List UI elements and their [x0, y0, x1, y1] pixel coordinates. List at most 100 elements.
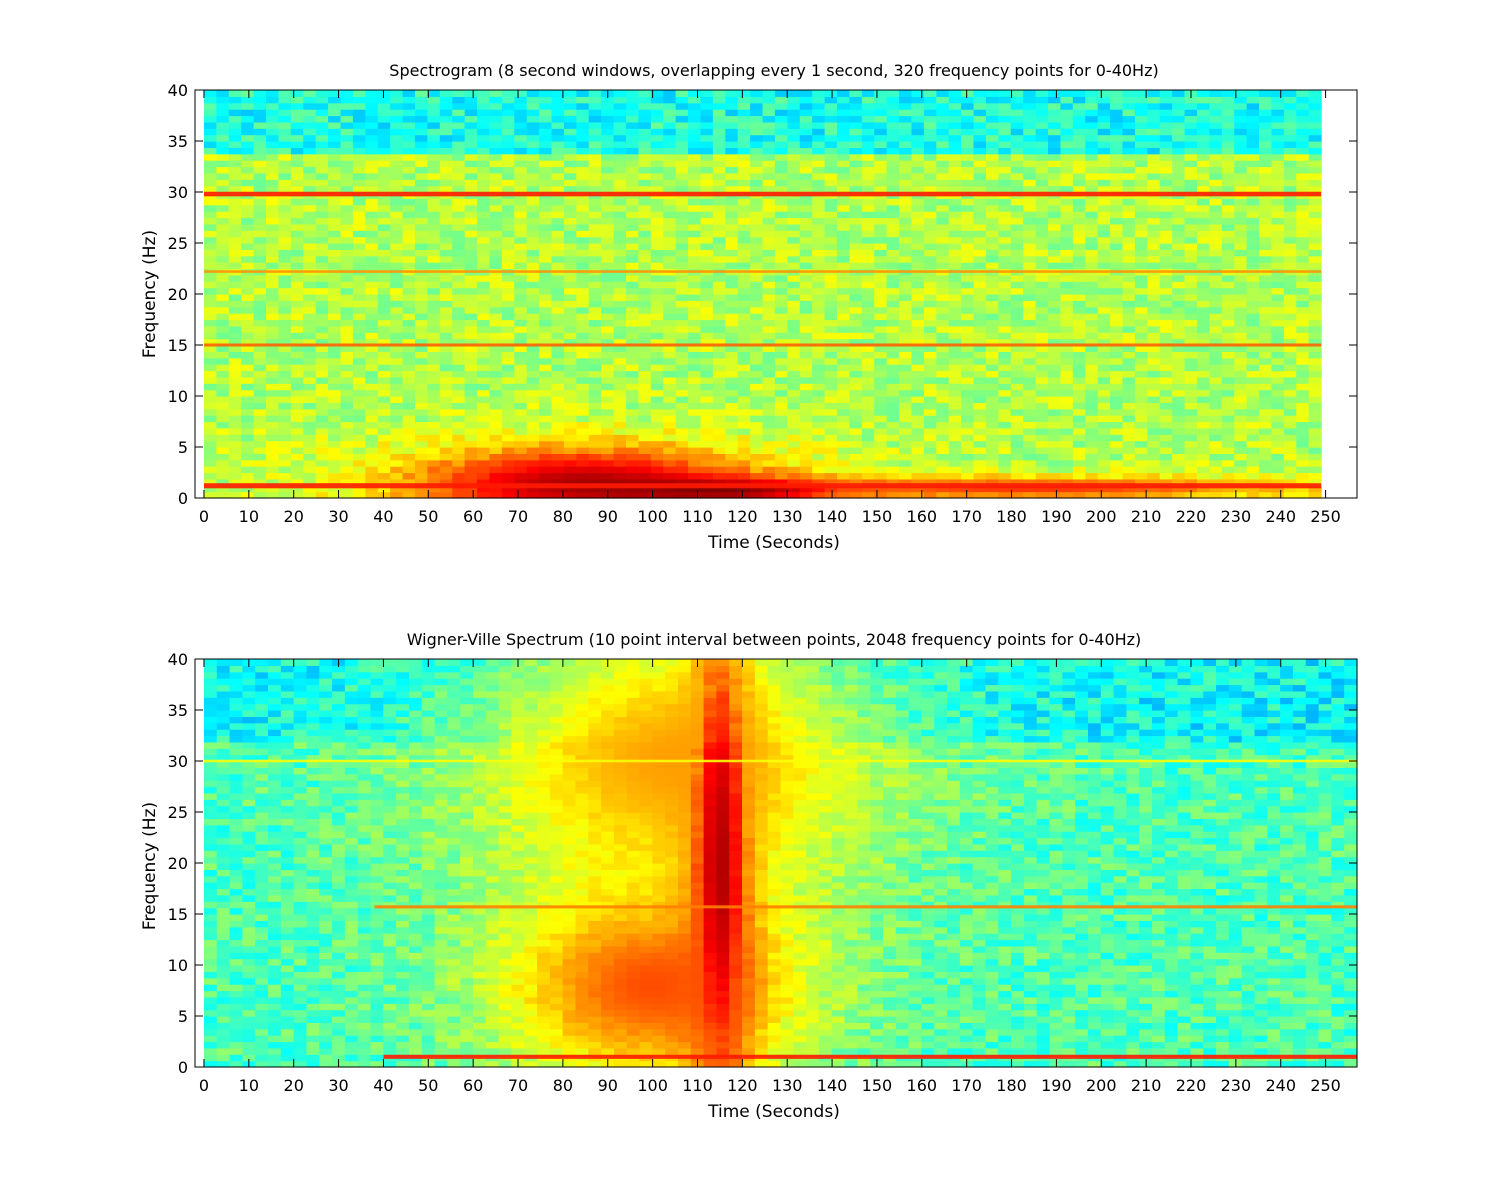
spectrogram-heatmap-cell — [650, 211, 664, 219]
spectrogram-heatmap-cell — [774, 96, 788, 104]
spectrogram-heatmap-cell — [588, 472, 602, 480]
spectrogram-heatmap-cell — [1048, 121, 1062, 129]
spectrogram-heatmap-cell — [899, 128, 913, 136]
spectrogram-heatmap-cell — [750, 243, 764, 250]
spectrogram-heatmap-cell — [812, 121, 826, 129]
spectrogram-heatmap-cell — [650, 262, 664, 270]
spectrogram-heatmap-cell — [973, 370, 987, 378]
spectrogram-heatmap-cell — [464, 294, 478, 301]
spectrogram-heatmap-cell — [1072, 115, 1086, 123]
spectrogram-heatmap-cell — [539, 223, 553, 231]
spectrogram-heatmap-cell — [563, 179, 577, 187]
spectrogram-heatmap-cell — [762, 281, 776, 289]
spectrogram-heatmap-cell — [328, 472, 342, 480]
spectrogram-heatmap-cell — [911, 153, 925, 161]
spectrogram-heatmap-cell — [936, 319, 950, 327]
spectrogram-heatmap-cell — [774, 153, 788, 161]
spectrogram-heatmap-cell — [1159, 281, 1173, 289]
spectrogram-heatmap-cell — [1035, 198, 1049, 206]
spectrogram-heatmap-cell — [1110, 109, 1124, 117]
spectrogram-heatmap-cell — [936, 109, 950, 117]
spectrogram-heatmap-cell — [1110, 128, 1124, 136]
spectrogram-heatmap-cell — [626, 485, 640, 493]
spectrogram-heatmap-cell — [514, 478, 528, 486]
spectrogram-heatmap-cell — [464, 160, 478, 168]
spectrogram-heatmap-cell — [998, 325, 1012, 333]
spectrogram-heatmap-cell — [750, 447, 764, 454]
spectrogram-heatmap-cell — [985, 402, 999, 410]
spectrogram-heatmap-cell — [936, 198, 950, 206]
spectrogram-heatmap-cell — [936, 396, 950, 403]
spectrogram-heatmap-cell — [514, 306, 528, 314]
spectrogram-heatmap-cell — [588, 427, 602, 435]
spectrogram-heatmap-cell — [1147, 204, 1161, 212]
spectrogram-heatmap-cell — [650, 306, 664, 314]
spectrogram-heatmap-cell — [1060, 185, 1074, 193]
spectrogram-heatmap-cell — [762, 472, 776, 480]
spectrogram-heatmap-cell — [638, 141, 652, 148]
spectrogram-heatmap-cell — [626, 96, 640, 104]
spectrogram-heatmap-cell — [750, 141, 764, 148]
spectrogram-heatmap-cell — [700, 357, 714, 365]
spectrogram-heatmap-cell — [427, 408, 441, 416]
spectrogram-heatmap-cell — [712, 376, 726, 384]
spectrogram-heatmap-cell — [1134, 274, 1148, 282]
spectrogram-heatmap-cell — [799, 325, 813, 333]
spectrogram-heatmap-cell — [626, 402, 640, 410]
spectrogram-heatmap-cell — [501, 453, 515, 461]
spectrogram-heatmap-cell — [365, 402, 379, 410]
spectrogram-heatmap-cell — [787, 262, 801, 270]
spectrogram-heatmap-cell — [700, 230, 714, 238]
spectrogram-heatmap-cell — [340, 440, 354, 448]
spectrogram-heatmap-cell — [1147, 440, 1161, 448]
spectrogram-heatmap-cell — [216, 249, 230, 257]
spectrogram-heatmap-cell — [278, 383, 292, 391]
spectrogram-heatmap-cell — [588, 376, 602, 384]
spectrogram-heatmap-cell — [1159, 134, 1173, 142]
spectrogram-heatmap-cell — [1048, 402, 1062, 410]
spectrogram-heatmap-cell — [377, 128, 391, 136]
spectrogram-heatmap-cell — [762, 408, 776, 416]
spectrogram-heatmap-cell — [477, 211, 491, 219]
spectrogram-heatmap-cell — [427, 211, 441, 219]
spectrogram-heatmap-cell — [278, 274, 292, 282]
spectrogram-heatmap-cell — [675, 478, 689, 486]
spectrogram-heatmap-cell — [1134, 383, 1148, 391]
spectrogram-heatmap-cell — [737, 364, 751, 372]
spectrogram-heatmap-cell — [948, 300, 962, 308]
spectrogram-heatmap-cell — [315, 128, 329, 136]
spectrogram-heatmap-cell — [638, 325, 652, 333]
spectrogram-heatmap-cell — [725, 287, 739, 295]
spectrogram-heatmap-cell — [427, 121, 441, 129]
spectrogram-heatmap-cell — [638, 415, 652, 423]
spectrogram-heatmap-cell — [1122, 427, 1136, 435]
spectrogram-heatmap-cell — [613, 128, 627, 136]
spectrogram-heatmap-cell — [948, 376, 962, 384]
spectrogram-heatmap-cell — [315, 198, 329, 206]
spectrogram-heatmap-cell — [452, 96, 466, 104]
spectrogram-heatmap-cell — [1035, 255, 1049, 263]
spectrogram-heatmap-cell — [266, 294, 280, 301]
spectrogram-heatmap-cell — [340, 153, 354, 161]
spectrogram-heatmap-cell — [315, 287, 329, 295]
spectrogram-heatmap-cell — [948, 370, 962, 378]
spectrogram-heatmap-cell — [663, 249, 677, 257]
spectrogram-heatmap-cell — [203, 179, 217, 187]
spectrogram-heatmap-cell — [650, 172, 664, 180]
spectrogram-heatmap-cell — [799, 198, 813, 206]
spectrogram-heatmap-cell — [526, 294, 540, 301]
spectrogram-heatmap-cell — [1048, 281, 1062, 289]
spectrogram-heatmap-cell — [241, 415, 255, 423]
spectrogram-heatmap-cell — [1147, 364, 1161, 372]
spectrogram-heatmap-cell — [961, 243, 975, 250]
spectrogram-heatmap-cell — [477, 415, 491, 423]
spectrogram-heatmap-cell — [675, 217, 689, 225]
spectrogram-heatmap-cell — [377, 185, 391, 193]
spectrogram-heatmap-cell — [849, 332, 863, 340]
spectrogram-heatmap-cell — [452, 351, 466, 359]
spectrogram-heatmap-cell — [911, 179, 925, 187]
spectrogram-heatmap-cell — [414, 453, 428, 461]
spectrogram-heatmap-cell — [439, 249, 453, 257]
spectrogram-heatmap-cell — [1097, 453, 1111, 461]
spectrogram-heatmap-cell — [626, 185, 640, 193]
